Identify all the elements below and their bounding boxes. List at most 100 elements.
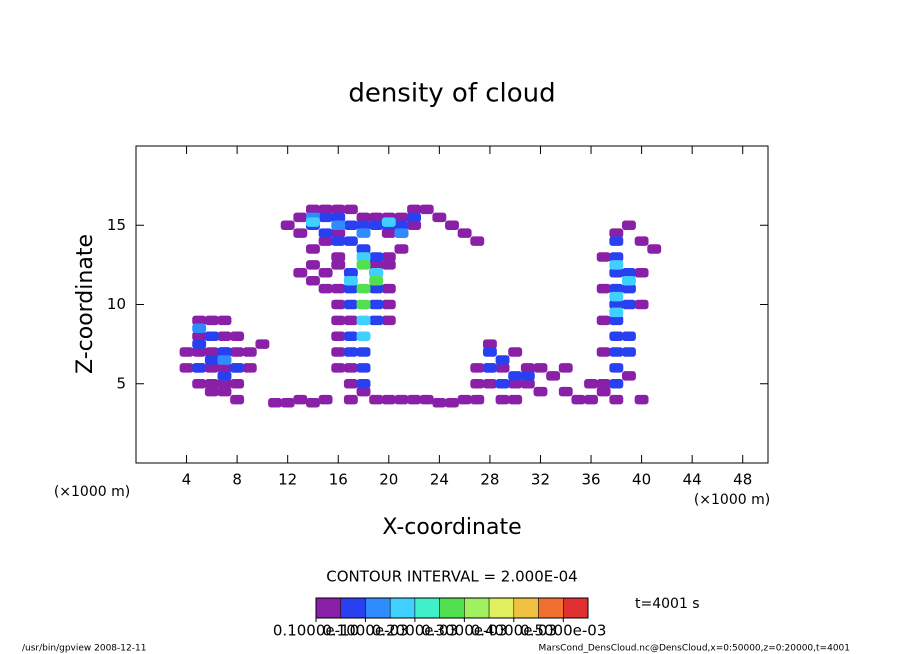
density-cell: [609, 260, 624, 270]
density-cell: [470, 378, 485, 389]
density-cell: [457, 394, 472, 405]
density-cell: [306, 398, 320, 408]
density-cell: [356, 299, 371, 310]
density-cell: [419, 394, 434, 405]
density-cell: [204, 347, 219, 357]
density-cell: [356, 220, 371, 231]
density-cell: [217, 378, 232, 389]
density-cell: [331, 252, 346, 262]
footer-right: MarsCond_DensCloud.nc@DensCloud,x=0:5000…: [539, 644, 851, 654]
density-cell: [230, 378, 245, 389]
density-cell: [343, 315, 358, 326]
density-cell: [343, 347, 358, 357]
density-cell: [495, 355, 510, 365]
colorbar-tick-label: 0.3000e-03: [421, 622, 507, 640]
density-cell: [293, 212, 308, 223]
y-axis-label: Z-coordinate: [73, 234, 98, 374]
density-cell: [204, 315, 219, 326]
density-cell: [318, 236, 333, 246]
density-cell: [609, 331, 624, 341]
density-cell: [242, 363, 257, 373]
density-cell: [217, 386, 232, 397]
density-cell: [394, 220, 409, 231]
density-cell: [369, 315, 384, 326]
density-cell: [204, 363, 219, 373]
density-cell: [482, 339, 497, 349]
density-cell: [192, 347, 207, 357]
density-cell: [508, 378, 523, 389]
density-cell: [230, 331, 245, 341]
density-cell: [331, 299, 346, 310]
x-tick-label: 24: [430, 471, 449, 489]
x-tick-label: 20: [379, 471, 398, 489]
footer-left: /usr/bin/gpview 2008-12-11: [22, 644, 146, 654]
density-cell: [204, 386, 219, 397]
density-cell: [369, 299, 384, 310]
density-cell: [331, 220, 346, 231]
density-cell: [217, 347, 232, 357]
density-cell: [445, 398, 459, 408]
x-tick-label: 32: [531, 471, 550, 489]
density-cell: [356, 363, 371, 373]
density-cell: [192, 315, 207, 326]
colorbar-segment: [414, 597, 440, 619]
density-cell: [356, 260, 371, 270]
density-cell: [293, 268, 308, 278]
density-cell: [255, 339, 270, 349]
density-cell: [369, 268, 384, 278]
density-cell: [546, 371, 561, 381]
density-cell: [306, 275, 320, 286]
y-unit: (×1000 m): [54, 484, 130, 500]
density-cell: [331, 283, 346, 294]
density-cell: [381, 228, 396, 238]
density-cell: [622, 347, 636, 357]
density-cell: [306, 244, 320, 254]
density-cell: [343, 220, 358, 231]
density-cell: [217, 331, 232, 341]
density-cell: [204, 355, 219, 365]
density-cell: [204, 331, 219, 341]
density-cell: [508, 394, 523, 405]
density-cell: [470, 236, 485, 246]
y-tick-label: 15: [107, 216, 126, 234]
density-cell: [356, 252, 371, 262]
density-cell: [306, 217, 320, 227]
density-cell: [217, 315, 232, 326]
colorbar-segment: [538, 597, 564, 619]
density-cell: [407, 212, 422, 223]
density-cell: [230, 394, 245, 405]
colorbar-segment: [389, 597, 416, 619]
x-tick-label: 40: [632, 471, 651, 489]
density-cell: [647, 244, 662, 254]
colorbar-tick-label: 0.4000e-03: [471, 622, 557, 640]
density-cell: [306, 204, 320, 215]
density-cell: [470, 394, 485, 405]
density-cell: [343, 268, 358, 278]
x-tick-label: 4: [182, 471, 192, 489]
density-cell: [407, 220, 422, 231]
density-cell: [584, 394, 598, 405]
density-cell: [609, 291, 624, 302]
x-tick-label: 28: [480, 471, 499, 489]
density-cell: [609, 394, 624, 405]
density-cell: [192, 331, 207, 341]
colorbar-segment: [488, 597, 515, 619]
density-cell: [343, 299, 358, 310]
x-axis-label: X-coordinate: [382, 515, 521, 540]
density-cell: [293, 394, 308, 405]
colorbar-segment: [439, 597, 465, 619]
density-cell: [343, 283, 358, 294]
density-cell: [343, 363, 358, 373]
density-cell: [381, 315, 396, 326]
density-cell: [318, 268, 333, 278]
density-cell: [634, 236, 649, 246]
density-cell: [356, 378, 371, 389]
density-cell: [457, 228, 472, 238]
density-cell: [634, 299, 649, 310]
density-cell: [331, 212, 346, 223]
density-cell: [596, 378, 611, 389]
density-cell: [520, 363, 535, 373]
density-cell: [495, 363, 510, 373]
